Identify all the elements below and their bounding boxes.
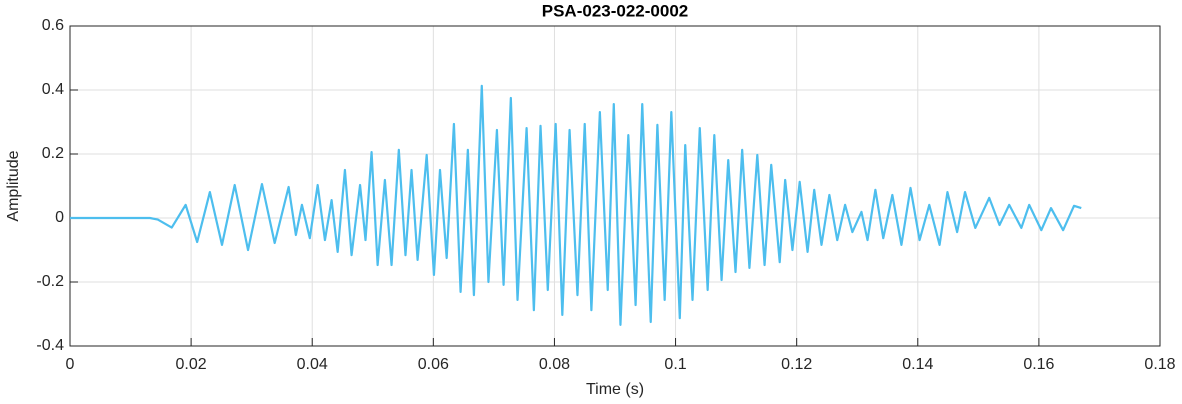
y-tick-label: 0 [55, 209, 64, 226]
chart-title: PSA-023-022-0002 [542, 1, 688, 20]
x-tick-label: 0.1 [664, 356, 686, 373]
x-tick-label: 0.02 [176, 356, 207, 373]
x-tick-label: 0.04 [297, 356, 328, 373]
waveform-line [70, 84, 1082, 326]
y-tick-label: -0.4 [36, 337, 64, 354]
x-tick-label: 0.16 [1023, 356, 1054, 373]
y-tick-label: 0.4 [42, 81, 64, 98]
x-tick-label: 0.18 [1144, 356, 1175, 373]
y-axis-label: Amplitude [5, 150, 22, 221]
y-tick-label: 0.6 [42, 17, 64, 34]
x-tick-label: 0 [66, 356, 75, 373]
x-axis-label: Time (s) [586, 381, 644, 398]
x-tick-label: 0.08 [539, 356, 570, 373]
plot-frame [69, 25, 1161, 347]
x-tick-label: 0.12 [781, 356, 812, 373]
y-tick-label: 0.2 [42, 145, 64, 162]
y-tick-label: -0.2 [36, 273, 64, 290]
x-tick-label: 0.14 [902, 356, 933, 373]
x-tick-label: 0.06 [418, 356, 449, 373]
